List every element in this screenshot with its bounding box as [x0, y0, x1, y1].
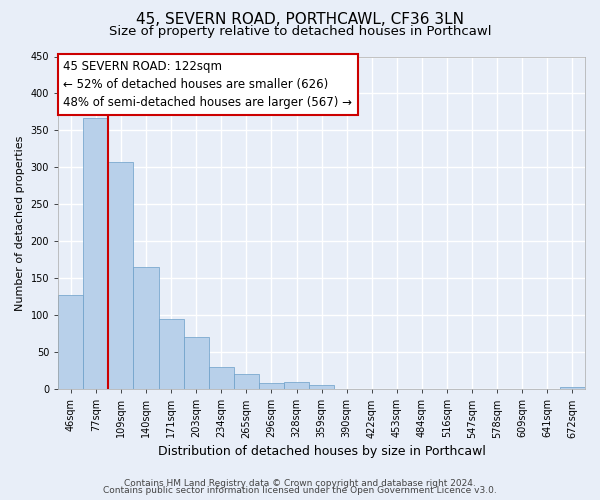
Bar: [58, 294, 83, 389]
Bar: [184, 338, 209, 389]
Text: Size of property relative to detached houses in Porthcawl: Size of property relative to detached ho…: [109, 25, 491, 38]
Text: Contains HM Land Registry data © Crown copyright and database right 2024.: Contains HM Land Registry data © Crown c…: [124, 478, 476, 488]
Text: Contains public sector information licensed under the Open Government Licence v3: Contains public sector information licen…: [103, 486, 497, 495]
Bar: [158, 319, 184, 389]
Text: 45 SEVERN ROAD: 122sqm
← 52% of detached houses are smaller (626)
48% of semi-de: 45 SEVERN ROAD: 122sqm ← 52% of detached…: [64, 60, 352, 109]
Bar: [309, 386, 334, 389]
Bar: [259, 383, 284, 389]
Bar: [560, 387, 585, 389]
Y-axis label: Number of detached properties: Number of detached properties: [15, 135, 25, 310]
Bar: [284, 382, 309, 389]
Bar: [133, 267, 158, 389]
Text: 45, SEVERN ROAD, PORTHCAWL, CF36 3LN: 45, SEVERN ROAD, PORTHCAWL, CF36 3LN: [136, 12, 464, 28]
Bar: [83, 118, 109, 389]
Bar: [109, 162, 133, 389]
Bar: [209, 367, 234, 389]
Bar: [234, 374, 259, 389]
X-axis label: Distribution of detached houses by size in Porthcawl: Distribution of detached houses by size …: [158, 444, 485, 458]
